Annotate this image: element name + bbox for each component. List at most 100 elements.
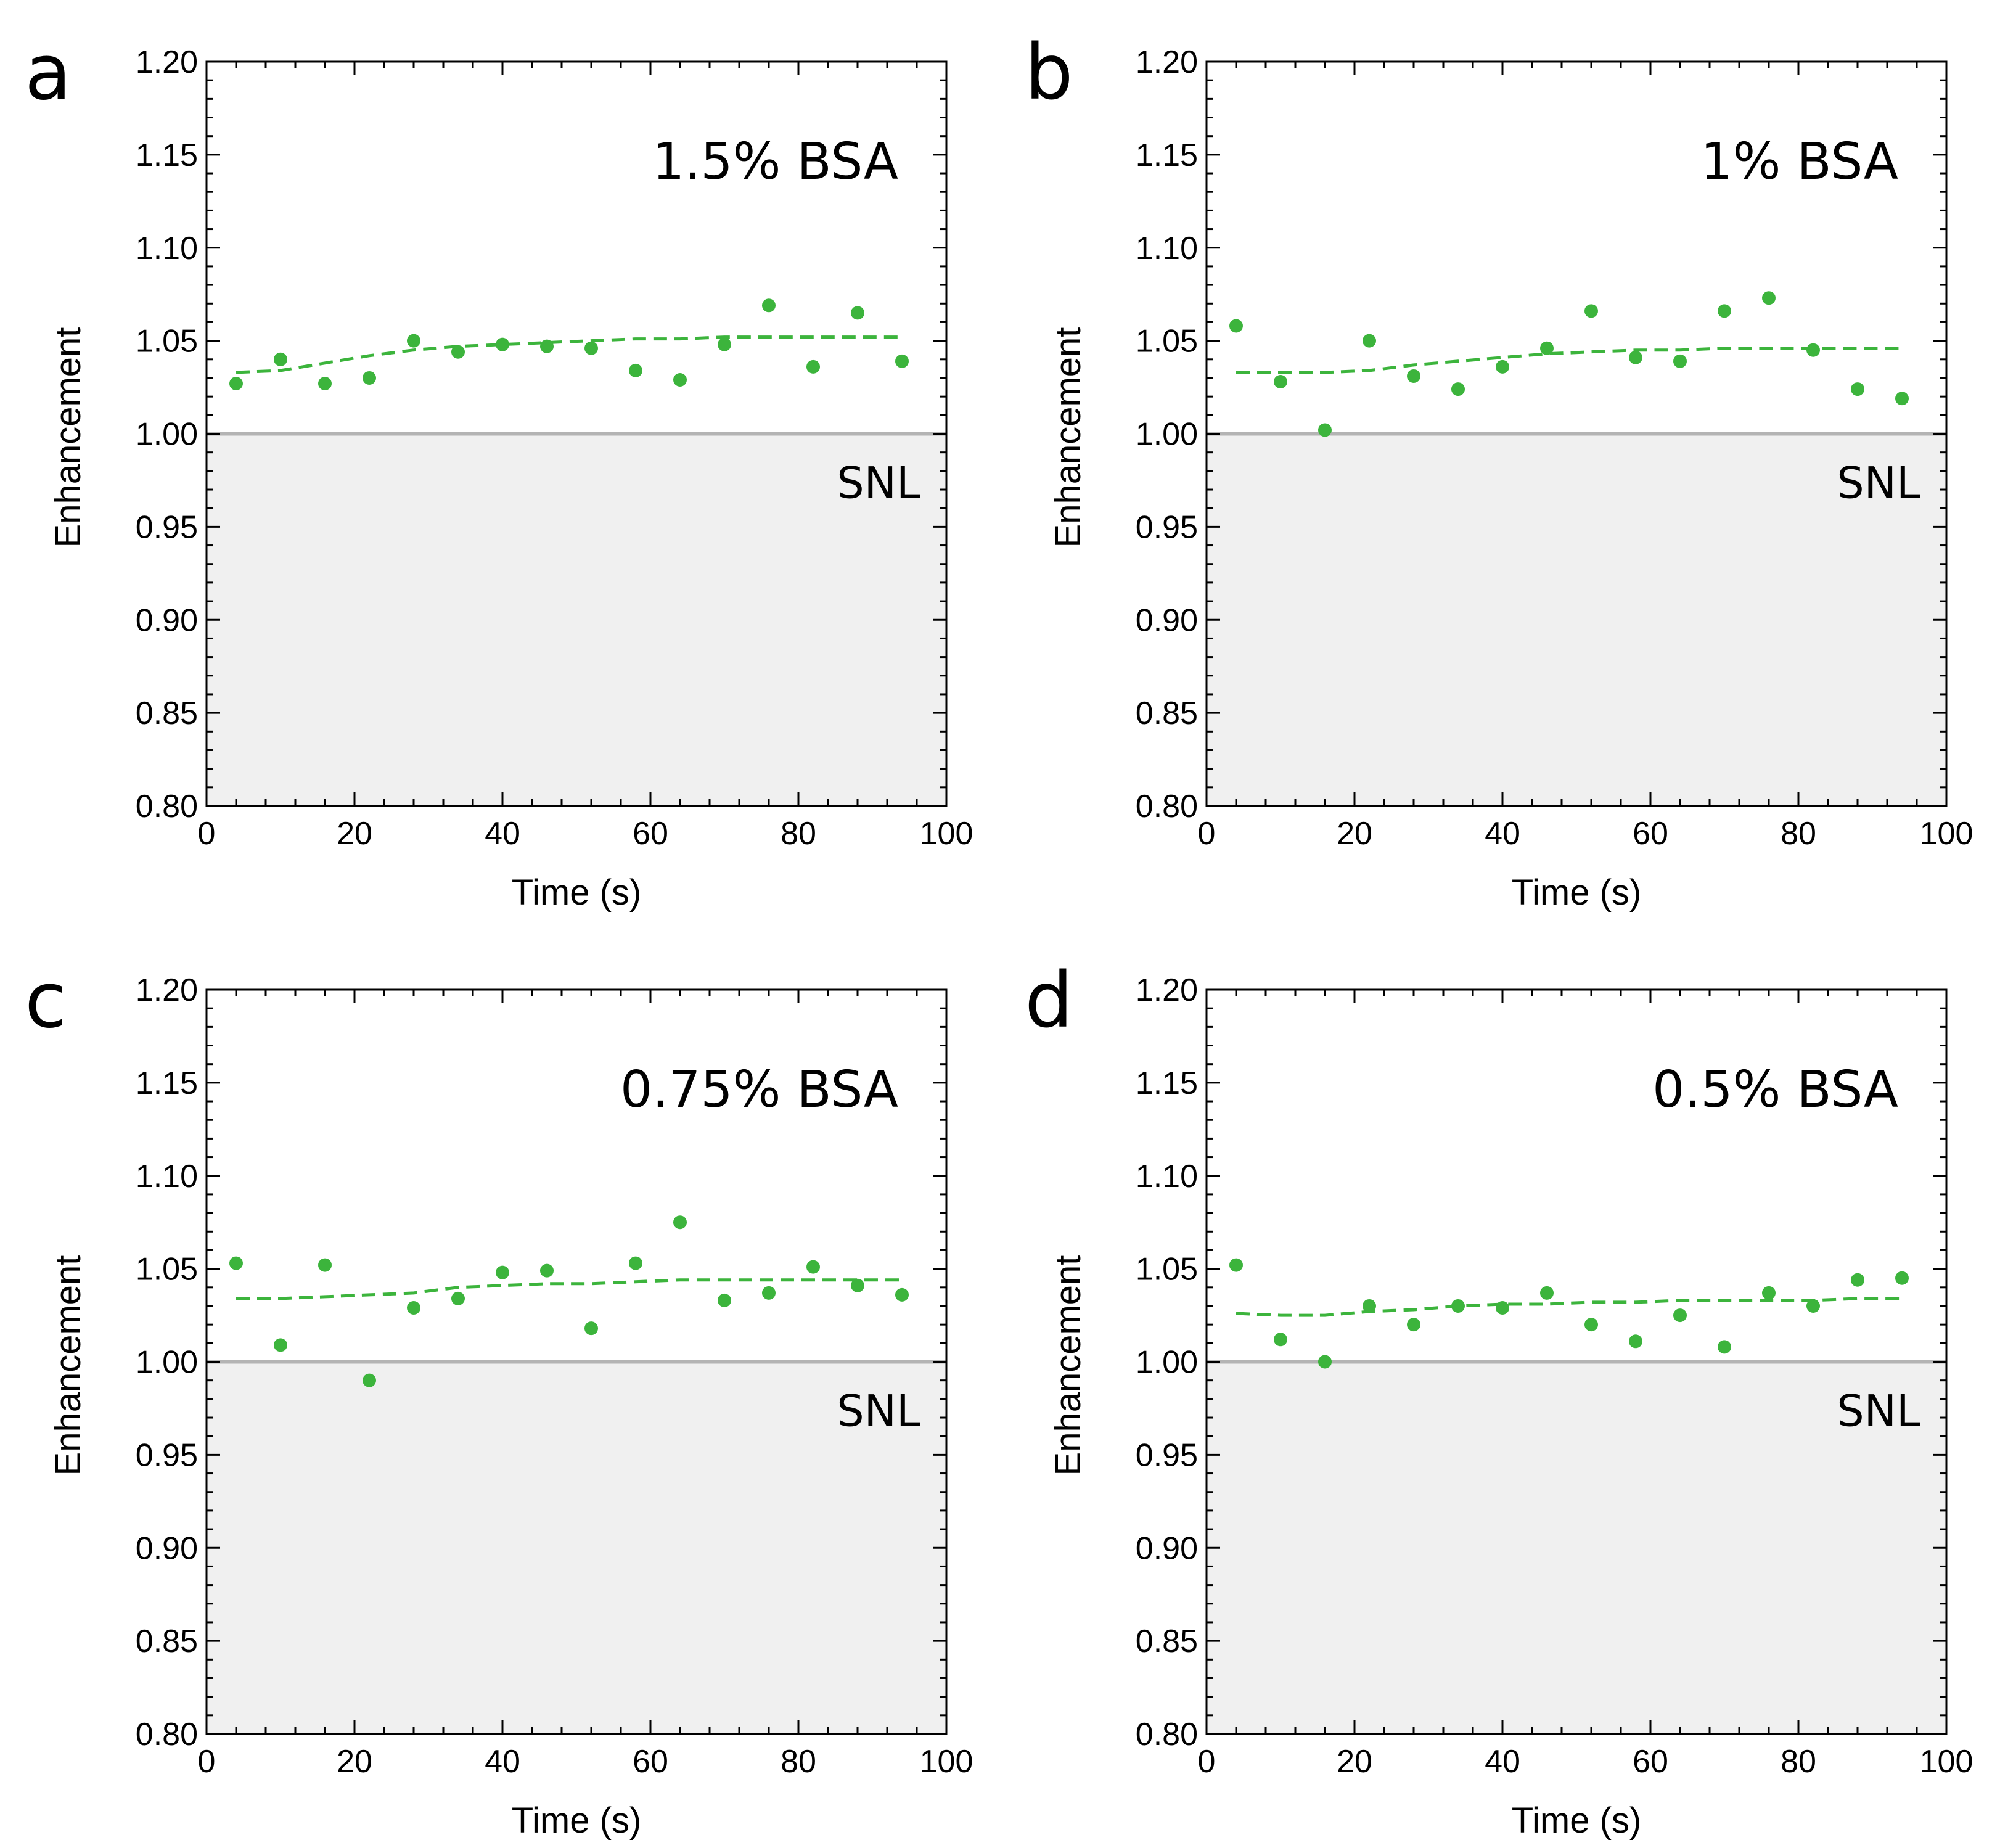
x-tick-label: 40 — [1485, 816, 1520, 852]
data-point — [540, 1263, 554, 1278]
y-axis-title: Enhancement — [48, 1255, 88, 1476]
data-point — [762, 298, 776, 313]
chart-panel-a: 0 20 40 60 80 100 0.80 0.85 0.90 0.95 1.00 1.05 1.10… — [25, 28, 973, 913]
y-tick-label: 1.05 — [136, 324, 198, 359]
x-axis-title: Time (s) — [512, 873, 641, 913]
y-tick-label: 0.80 — [136, 789, 198, 824]
y-tick-label: 1.20 — [136, 44, 198, 80]
x-tick-label: 0 — [198, 1744, 216, 1780]
data-point — [718, 1293, 731, 1307]
x-tick-label: 100 — [920, 816, 973, 852]
concentration-annotation: 1.5% BSA — [652, 133, 898, 191]
y-tick-label: 1.05 — [136, 1252, 198, 1287]
snl-label: SNL — [1837, 1386, 1920, 1437]
x-tick-label: 100 — [1920, 1744, 1973, 1780]
x-tick-label: 40 — [485, 1744, 520, 1780]
data-point — [851, 1278, 864, 1292]
y-tick-label: 0.90 — [1136, 1530, 1198, 1566]
chart-panel-d: 0 20 40 60 80 100 0.80 0.85 0.90 0.95 1.00 1.05 1.10… — [1025, 956, 1973, 1841]
y-tick-label: 1.15 — [136, 1066, 198, 1101]
data-point — [629, 363, 642, 377]
y-axis-title: Enhancement — [1048, 327, 1088, 548]
snl-label: SNL — [837, 458, 920, 509]
panel-letter: d — [1025, 956, 1073, 1045]
data-point — [1451, 1299, 1465, 1313]
y-tick-label: 0.95 — [136, 509, 198, 545]
y-axis-title: Enhancement — [1048, 1255, 1088, 1476]
data-point — [318, 377, 332, 391]
x-axis-title: Time (s) — [1512, 1801, 1641, 1841]
data-point — [1584, 1318, 1598, 1332]
data-point — [806, 359, 820, 374]
y-tick-label: 0.85 — [136, 696, 198, 731]
y-tick-label: 1.20 — [136, 972, 198, 1008]
snl-region — [207, 433, 946, 806]
snl-label: SNL — [837, 1386, 920, 1437]
data-point — [895, 1287, 909, 1302]
x-tick-label: 20 — [1337, 1744, 1372, 1780]
y-tick-label: 1.00 — [136, 1345, 198, 1381]
fit-line — [1236, 1297, 1902, 1317]
y-tick-label: 1.10 — [1136, 1159, 1198, 1194]
data-point — [1229, 319, 1243, 333]
x-axis-title: Time (s) — [1512, 873, 1641, 913]
y-tick-label: 1.10 — [1136, 231, 1198, 266]
data-point — [584, 341, 598, 355]
concentration-annotation: 1% BSA — [1700, 133, 1898, 191]
x-tick-label: 80 — [1781, 816, 1816, 852]
data-point — [1895, 1271, 1909, 1285]
x-tick-label: 60 — [1633, 1744, 1668, 1780]
y-tick-label: 0.95 — [1136, 1437, 1198, 1473]
y-tick-label: 1.15 — [1136, 138, 1198, 173]
data-point — [1718, 304, 1731, 318]
fit-line — [236, 1278, 902, 1300]
data-point — [1407, 1318, 1420, 1332]
data-point — [1806, 343, 1820, 357]
concentration-annotation: 0.5% BSA — [1652, 1061, 1898, 1119]
data-point — [584, 1321, 598, 1336]
data-point — [363, 1373, 376, 1387]
x-tick-label: 20 — [337, 816, 372, 852]
x-tick-label: 100 — [920, 1744, 973, 1780]
snl-region — [1207, 1361, 1946, 1734]
y-tick-label: 0.85 — [136, 1624, 198, 1659]
y-tick-label: 0.95 — [136, 1437, 198, 1473]
data-point — [451, 345, 465, 359]
data-point — [1318, 423, 1332, 437]
data-point — [496, 337, 509, 351]
y-tick-label: 1.20 — [1136, 972, 1198, 1008]
panel-letter: c — [25, 956, 67, 1045]
y-tick-label: 1.00 — [136, 417, 198, 453]
snl-region — [1207, 433, 1946, 806]
x-tick-label: 60 — [1633, 816, 1668, 852]
x-tick-label: 20 — [1337, 816, 1372, 852]
data-point — [718, 337, 731, 351]
x-tick-label: 100 — [1920, 816, 1973, 852]
data-point — [1274, 1333, 1287, 1347]
y-tick-label: 1.10 — [136, 231, 198, 266]
data-point — [1851, 382, 1864, 396]
panel-letter: b — [1025, 28, 1073, 117]
y-tick-label: 1.05 — [1136, 324, 1198, 359]
y-tick-label: 1.00 — [1136, 417, 1198, 453]
data-point — [1451, 382, 1465, 396]
data-point — [451, 1291, 465, 1305]
x-tick-label: 0 — [1198, 1744, 1216, 1780]
data-point — [1629, 350, 1642, 364]
snl-label: SNL — [1837, 458, 1920, 509]
y-tick-label: 1.00 — [1136, 1345, 1198, 1381]
data-point — [1895, 392, 1909, 406]
y-tick-label: 1.10 — [136, 1159, 198, 1194]
fit-line — [1236, 347, 1902, 374]
x-tick-label: 80 — [781, 1744, 816, 1780]
concentration-annotation: 0.75% BSA — [620, 1061, 898, 1119]
x-axis-title: Time (s) — [512, 1801, 641, 1841]
x-tick-label: 0 — [1198, 816, 1216, 852]
y-tick-label: 1.20 — [1136, 44, 1198, 80]
data-point — [407, 334, 420, 348]
data-point — [1496, 1300, 1509, 1315]
y-tick-label: 0.80 — [1136, 1717, 1198, 1752]
x-tick-label: 60 — [633, 816, 668, 852]
x-tick-label: 0 — [198, 816, 216, 852]
y-tick-label: 1.15 — [1136, 1066, 1198, 1101]
